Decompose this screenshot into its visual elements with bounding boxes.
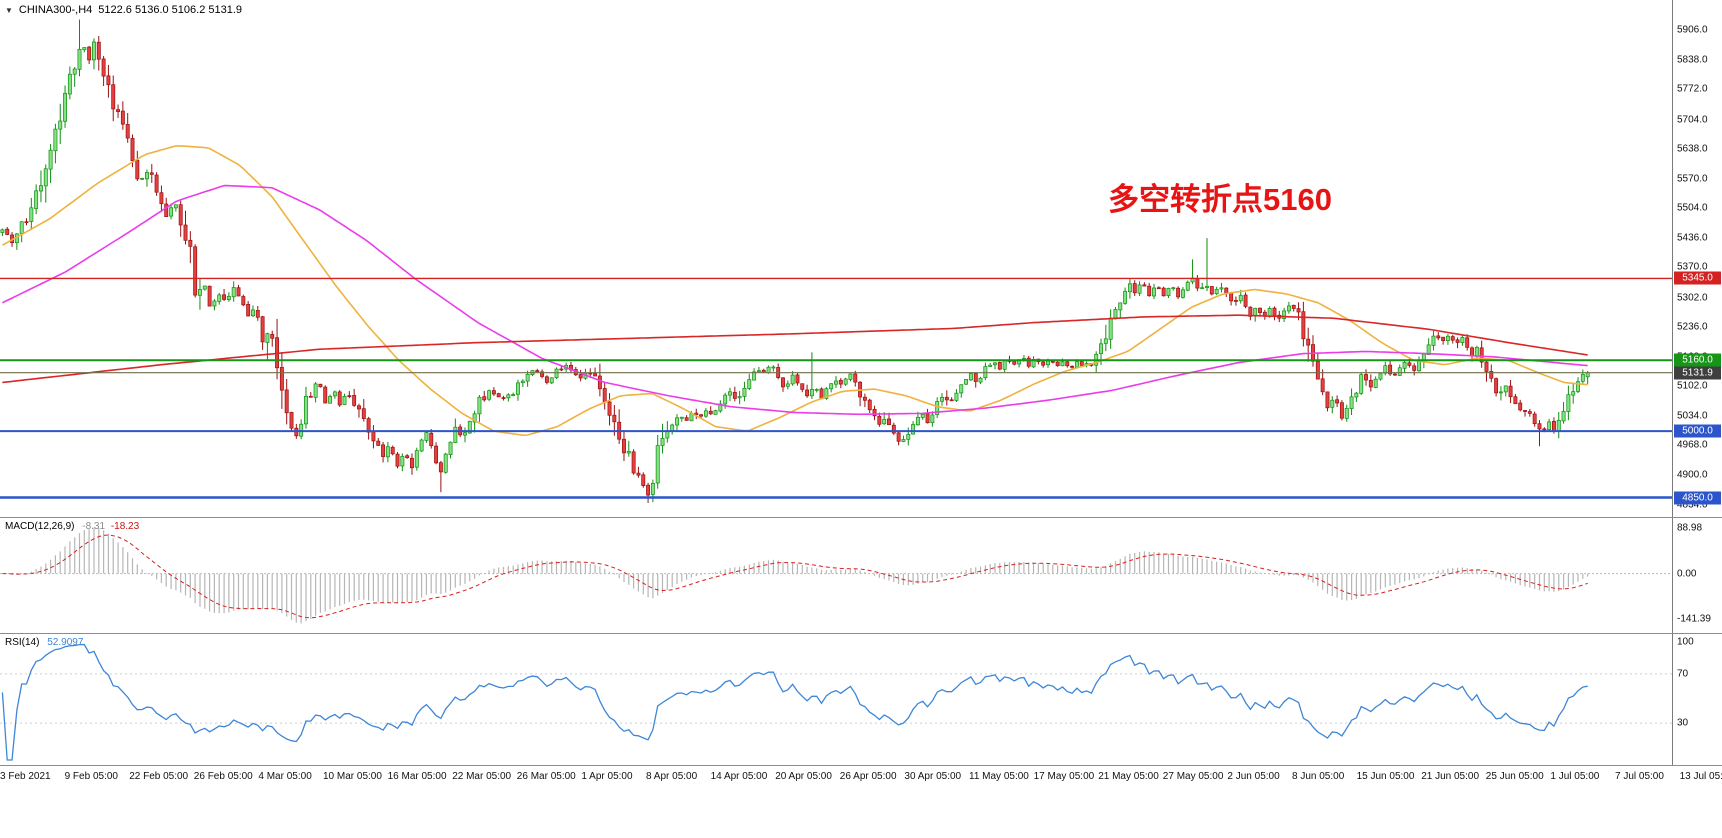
rsi-axis[interactable]: 100 70 30 bbox=[1672, 634, 1722, 765]
price-axis-label: 5570.0 bbox=[1677, 173, 1708, 185]
price-axis-label: 5302.0 bbox=[1677, 292, 1708, 303]
price-level-tag: 5345.0 bbox=[1674, 271, 1721, 285]
price-axis-label: 4968.0 bbox=[1677, 439, 1708, 451]
annotation-text: 多空转折点5160 bbox=[1108, 182, 1332, 217]
price-level-tag: 5000.0 bbox=[1674, 424, 1721, 438]
price-axis-label: 5436.0 bbox=[1677, 232, 1708, 244]
rsi-header: RSI(14) 52.9097 bbox=[5, 637, 83, 648]
macd-axis[interactable]: 88.98 0.00 -141.39 bbox=[1672, 518, 1722, 633]
macd-axis-label: 88.98 bbox=[1677, 522, 1703, 534]
ohlc-values: 5122.6 5136.0 5106.2 5131.9 bbox=[98, 4, 243, 16]
price-axis-label: 5504.0 bbox=[1677, 202, 1708, 214]
rsi-axis-label: 100 bbox=[1677, 636, 1694, 648]
price-axis-label: 5102.0 bbox=[1677, 380, 1708, 392]
time-axis-label: 13 Jul 05:00 bbox=[1679, 771, 1722, 782]
time-axis[interactable]: 3 Feb 2021 9 Feb 05:00 22 Feb 05:00 26 Feb … bbox=[0, 766, 1722, 790]
panel-splitter-2[interactable] bbox=[0, 633, 1722, 634]
time-axis-label: 8 Apr 05:00 bbox=[646, 771, 698, 782]
price-axis-label: 5370.0 bbox=[1677, 261, 1708, 273]
macd-header: MACD(12,26,9) -8.31 -18.23 bbox=[5, 521, 139, 532]
macd-label: MACD(12,26,9) bbox=[5, 521, 75, 532]
price-axis-label: 5772.0 bbox=[1677, 83, 1708, 95]
panel-splitter-3[interactable] bbox=[0, 765, 1722, 766]
time-axis-label: 25 Jun 05:00 bbox=[1485, 771, 1544, 782]
bottom-filler bbox=[0, 790, 1722, 838]
macd-signal-value: -18.23 bbox=[110, 521, 140, 532]
price-level-tag: 5131.9 bbox=[1674, 366, 1721, 380]
time-axis-label: 7 Jul 05:00 bbox=[1615, 771, 1664, 782]
time-axis-label: 16 Mar 05:00 bbox=[387, 771, 447, 782]
symbol-timeframe-label: CHINA300-,H4 bbox=[18, 4, 93, 16]
time-axis-label: 26 Mar 05:00 bbox=[516, 771, 576, 782]
macd-axis-label: -141.39 bbox=[1677, 613, 1711, 625]
price-axis-label: 5236.0 bbox=[1677, 321, 1708, 333]
time-axis-label: 21 Jun 05:00 bbox=[1421, 771, 1480, 782]
time-axis-label: 11 May 05:00 bbox=[969, 771, 1029, 782]
price-axis-label: 5034.0 bbox=[1677, 410, 1708, 422]
time-axis-label: 20 Apr 05:00 bbox=[775, 771, 832, 782]
rsi-axis-label: 70 bbox=[1677, 668, 1689, 680]
rsi-axis-label: 30 bbox=[1677, 717, 1689, 729]
rsi-value: 52.9097 bbox=[47, 637, 84, 648]
time-axis-label: 9 Feb 05:00 bbox=[64, 771, 118, 782]
macd-canvas[interactable] bbox=[0, 518, 1672, 633]
chart-header: ▼ CHINA300-,H4 5122.6 5136.0 5106.2 5131… bbox=[5, 4, 242, 16]
time-axis-label: 27 May 05:00 bbox=[1162, 771, 1224, 782]
time-axis-label: 10 Mar 05:00 bbox=[323, 771, 382, 782]
time-axis-label: 26 Feb 05:00 bbox=[193, 771, 253, 782]
price-axis[interactable]: 5906.0 5838.0 5772.0 5704.0 5638.0 5570.0 5504… bbox=[1672, 0, 1722, 517]
time-axis-label: 17 May 05:00 bbox=[1033, 771, 1095, 782]
time-axis-label: 22 Mar 05:00 bbox=[452, 771, 512, 782]
time-axis-label: 3 Feb 2021 bbox=[0, 771, 51, 782]
macd-axis-label: 0.00 bbox=[1677, 568, 1697, 580]
time-axis-label: 14 Apr 05:00 bbox=[710, 771, 768, 782]
macd-indicator-panel[interactable]: MACD(12,26,9) -8.31 -18.23 bbox=[0, 518, 1672, 633]
macd-main-value: -8.31 bbox=[82, 521, 106, 532]
time-axis-label: 15 Jun 05:00 bbox=[1356, 771, 1415, 782]
price-chart-canvas[interactable] bbox=[0, 0, 1672, 517]
time-axis-label: 22 Feb 05:00 bbox=[129, 771, 189, 782]
price-axis-label: 5906.0 bbox=[1677, 24, 1708, 36]
price-axis-label: 4834.0 bbox=[1677, 499, 1708, 511]
time-axis-label: 4 Mar 05:00 bbox=[258, 771, 312, 782]
price-axis-label: 5638.0 bbox=[1677, 143, 1708, 155]
rsi-label: RSI(14) bbox=[5, 637, 40, 648]
price-axis-label: 5704.0 bbox=[1677, 114, 1708, 125]
price-chart-area[interactable]: ▼ CHINA300-,H4 5122.6 5136.0 5106.2 5131… bbox=[0, 0, 1672, 517]
price-axis-label: 4900.0 bbox=[1677, 469, 1708, 481]
price-axis-label: 5838.0 bbox=[1677, 54, 1708, 66]
rsi-indicator-panel[interactable]: RSI(14) 52.9097 bbox=[0, 634, 1672, 765]
time-axis-label: 2 Jun 05:00 bbox=[1227, 771, 1280, 782]
time-axis-label: 21 May 05:00 bbox=[1098, 771, 1159, 782]
price-level-tag: 4850.0 bbox=[1674, 491, 1721, 504]
symbol-marker-icon[interactable]: ▼ bbox=[5, 5, 13, 15]
rsi-canvas[interactable] bbox=[0, 634, 1672, 765]
price-level-tag: 5160.0 bbox=[1674, 353, 1721, 367]
panel-splitter-1[interactable] bbox=[0, 517, 1722, 518]
time-axis-label: 30 Apr 05:00 bbox=[904, 771, 962, 782]
time-axis-label: 8 Jun 05:00 bbox=[1292, 771, 1345, 782]
time-axis-label: 1 Jul 05:00 bbox=[1550, 771, 1600, 782]
time-axis-label: 1 Apr 05:00 bbox=[581, 771, 633, 782]
time-axis-label: 26 Apr 05:00 bbox=[839, 771, 897, 782]
